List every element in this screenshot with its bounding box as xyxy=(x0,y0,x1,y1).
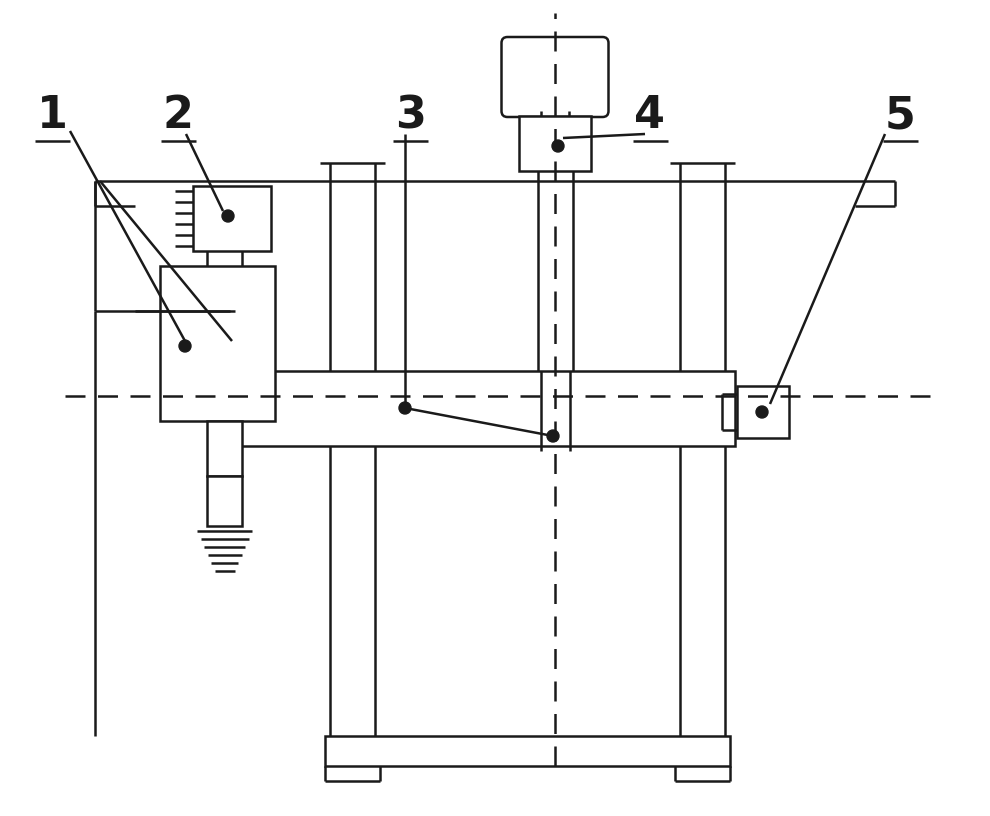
Text: 2: 2 xyxy=(162,95,193,138)
Text: 4: 4 xyxy=(635,95,665,138)
FancyBboxPatch shape xyxy=(502,37,609,117)
Text: 3: 3 xyxy=(395,95,426,138)
Circle shape xyxy=(399,402,411,414)
Text: 1: 1 xyxy=(37,95,67,138)
Text: 5: 5 xyxy=(884,95,916,138)
Bar xyxy=(160,266,275,421)
Bar xyxy=(325,736,730,766)
Bar xyxy=(519,116,591,171)
Circle shape xyxy=(756,406,768,418)
Circle shape xyxy=(552,140,564,152)
Bar xyxy=(207,476,242,526)
Bar xyxy=(737,386,789,438)
Circle shape xyxy=(547,430,559,442)
Bar xyxy=(230,371,735,446)
Circle shape xyxy=(222,210,234,222)
Bar xyxy=(207,421,242,476)
Bar xyxy=(193,186,271,251)
Circle shape xyxy=(179,340,191,352)
